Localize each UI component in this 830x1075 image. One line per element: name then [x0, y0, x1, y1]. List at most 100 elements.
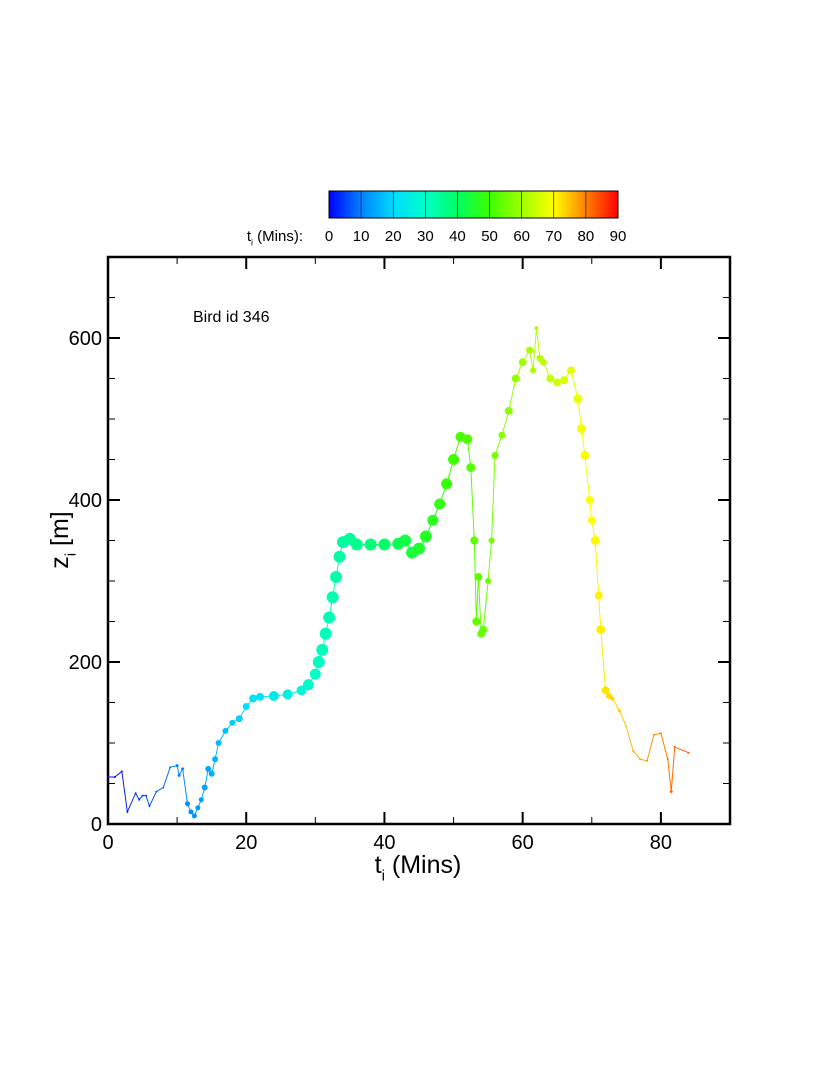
- data-point: [309, 668, 321, 680]
- data-point: [155, 790, 158, 793]
- data-point: [596, 625, 606, 635]
- data-line: [108, 328, 689, 817]
- data-point: [181, 767, 185, 771]
- data-point: [330, 570, 343, 583]
- data-point: [534, 326, 539, 331]
- colorbar-tick-label: 70: [545, 228, 562, 245]
- data-point: [205, 765, 212, 772]
- data-point: [567, 366, 576, 375]
- data-point: [526, 346, 534, 354]
- data-point: [553, 378, 562, 387]
- data-point: [229, 719, 236, 726]
- data-point: [138, 798, 141, 801]
- data-point: [576, 424, 586, 434]
- data-point: [175, 764, 179, 768]
- data-point: [256, 692, 265, 701]
- data-point: [120, 770, 123, 773]
- data-point: [316, 643, 329, 656]
- data-point: [488, 537, 495, 544]
- data-point: [646, 759, 649, 762]
- data-point: [470, 536, 479, 545]
- colorbar-label: ti (Mins):: [247, 228, 303, 248]
- data-point: [312, 656, 325, 668]
- data-point: [590, 536, 600, 545]
- data-point: [580, 450, 590, 460]
- data-point: [350, 538, 363, 551]
- data-point: [441, 478, 453, 490]
- colorbar-tick-label: 50: [481, 228, 498, 245]
- data-point: [434, 498, 446, 510]
- data-point: [145, 794, 148, 797]
- data-point: [632, 750, 635, 753]
- data-point: [587, 516, 596, 525]
- data-point: [610, 696, 615, 701]
- data-point: [319, 627, 332, 640]
- y-axis-label: zi [m]: [46, 511, 80, 569]
- data-point: [479, 625, 488, 634]
- y-tick-label: 600: [69, 328, 102, 350]
- data-point: [625, 725, 628, 728]
- data-point: [518, 358, 527, 367]
- data-point: [472, 617, 481, 626]
- data-point: [399, 534, 412, 547]
- x-tick-label: 40: [373, 832, 395, 854]
- colorbar-tick-label: 30: [417, 228, 434, 245]
- data-point: [162, 786, 165, 789]
- data-point: [413, 542, 425, 555]
- data-point: [364, 538, 377, 551]
- data-point: [378, 538, 391, 551]
- colorbar-tick-label: 20: [385, 228, 402, 245]
- data-point: [573, 394, 583, 404]
- x-tick-label: 20: [235, 832, 257, 854]
- y-tick-label: 0: [91, 814, 102, 836]
- colorbar-tick-label: 0: [325, 228, 333, 245]
- data-point: [323, 611, 336, 624]
- data-point: [485, 578, 492, 584]
- data-point: [208, 770, 215, 777]
- data-point: [326, 591, 339, 604]
- data-point: [242, 703, 250, 711]
- data-point: [282, 689, 293, 700]
- data-point: [491, 451, 499, 459]
- data-point: [462, 434, 473, 445]
- data-point: [666, 758, 669, 761]
- plot-frame: [106, 255, 732, 826]
- data-point: [466, 463, 476, 473]
- colorbar-tick-label: 40: [449, 228, 466, 245]
- data-point: [474, 572, 483, 581]
- data-point: [148, 805, 151, 808]
- colorbar-tick-label: 10: [353, 228, 370, 245]
- data-point: [669, 790, 673, 794]
- data-point: [585, 496, 594, 504]
- data-point: [235, 715, 243, 723]
- data-point: [652, 733, 655, 736]
- data-point: [639, 758, 642, 761]
- data-point: [195, 805, 201, 811]
- data-point: [498, 431, 506, 439]
- data-point: [617, 709, 621, 713]
- data-point: [546, 374, 555, 383]
- data-point: [594, 591, 603, 600]
- data-point: [191, 813, 197, 819]
- data-point: [606, 693, 613, 700]
- colorbar-tick-label: 80: [578, 228, 595, 245]
- colorbar-tick-label: 90: [610, 228, 627, 245]
- data-point: [448, 454, 460, 465]
- data-point: [333, 550, 346, 563]
- data-point: [601, 686, 610, 695]
- x-tick-label: 80: [650, 832, 672, 854]
- data-point: [222, 727, 229, 734]
- data-point: [673, 746, 676, 749]
- data-point: [268, 691, 279, 702]
- x-tick-label: 60: [512, 832, 534, 854]
- colorbar-tick-label: 60: [513, 228, 530, 245]
- data-point: [215, 740, 222, 746]
- data-point: [419, 530, 432, 543]
- data-point: [539, 358, 547, 366]
- y-tick-label: 400: [69, 490, 102, 512]
- data-point: [427, 514, 439, 526]
- data-point: [184, 801, 190, 807]
- data-point: [249, 694, 258, 703]
- data-point: [141, 794, 144, 797]
